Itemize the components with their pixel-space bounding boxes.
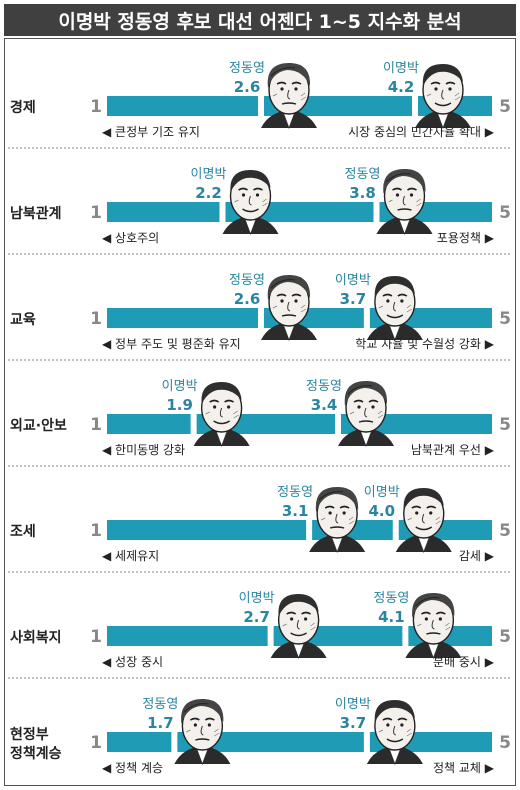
- right-descriptor: 남북관계 우선 ▶: [411, 443, 495, 457]
- candidate-value: 3.7: [340, 290, 367, 308]
- scale-bar-segment: [177, 732, 364, 752]
- scale-max-label: 5: [499, 97, 511, 117]
- chung-face-icon: [338, 380, 394, 448]
- candidate-value: 2.6: [234, 78, 261, 96]
- scale-bar-segment: [107, 520, 307, 540]
- category-label: 현정부: [10, 726, 49, 743]
- candidate-value: 1.7: [147, 714, 174, 732]
- right-descriptor: 시장 중심의 민간자율 확대 ▶: [348, 125, 495, 139]
- right-descriptor: 감세 ▶: [459, 549, 495, 563]
- scale-max-label: 5: [499, 309, 511, 329]
- right-descriptor: 포용정책 ▶: [437, 230, 495, 245]
- candidate-value: 2.2: [195, 184, 222, 202]
- scale-min-label: 1: [90, 415, 102, 435]
- lee-face-icon: [415, 64, 471, 130]
- candidate-name: 이명박: [335, 697, 371, 712]
- category-label: 경제: [10, 99, 36, 116]
- scale-bar-segment: [107, 202, 220, 222]
- candidate-name: 정동영: [229, 273, 265, 288]
- lee-face-icon: [366, 276, 423, 342]
- scale-bar-segment: [107, 626, 268, 646]
- candidate-name: 정동영: [373, 591, 409, 606]
- lee-face-icon: [270, 594, 327, 660]
- scale-bar-segment: [107, 96, 258, 116]
- category-label: 조세: [10, 524, 36, 540]
- chung-face-icon: [405, 592, 462, 660]
- scale-min-label: 1: [90, 97, 102, 117]
- chung-face-icon: [309, 486, 366, 554]
- lee-face-icon: [222, 170, 279, 236]
- scale-min-label: 1: [90, 733, 102, 753]
- candidate-value: 3.7: [340, 714, 367, 732]
- left-descriptor: ◀ 한미동맹 강화: [102, 443, 185, 457]
- scale-max-label: 5: [499, 733, 511, 753]
- candidate-name: 정동영: [142, 697, 178, 712]
- candidate-name: 이명박: [335, 273, 371, 288]
- candidate-value: 3.4: [311, 396, 338, 414]
- left-descriptor: ◀ 정부 주도 및 평준화 유지: [102, 337, 241, 351]
- left-descriptor: ◀ 성장 중시: [102, 655, 163, 669]
- scale-bar-segment: [107, 414, 191, 434]
- category-label: 정책계승: [10, 745, 62, 762]
- scale-max-label: 5: [499, 627, 511, 647]
- category-label: 사회복지: [10, 630, 62, 646]
- scale-max-label: 5: [499, 521, 511, 541]
- agenda-chart: 경제 1 5 정동영 2.6 이명박 4.2 ◀ 큰정부 기조 유지 시장 중심의 민간자율 확…: [4, 38, 516, 786]
- candidate-name: 이명박: [364, 485, 400, 500]
- chart-border: [4, 38, 516, 786]
- category-label: 남북관계: [10, 205, 62, 222]
- lee-face-icon: [193, 382, 250, 448]
- scale-max-label: 5: [499, 415, 511, 435]
- candidate-name: 정동영: [229, 61, 265, 76]
- category-label: 교육: [10, 312, 36, 328]
- chart-title: 이명박 정동영 후보 대선 어젠다 1~5 지수화 분석: [4, 4, 516, 36]
- candidate-value: 3.8: [349, 184, 376, 202]
- candidate-name: 정동영: [277, 485, 313, 500]
- candidate-value: 4.0: [368, 502, 395, 520]
- candidate-value: 4.2: [388, 78, 415, 96]
- left-descriptor: ◀ 정책 계승: [102, 760, 163, 775]
- candidate-name: 이명박: [383, 61, 419, 76]
- right-descriptor: 정책 교체 ▶: [433, 760, 495, 775]
- scale-min-label: 1: [90, 521, 102, 541]
- chung-face-icon: [261, 274, 317, 342]
- scale-bar-segment: [107, 732, 172, 752]
- chung-face-icon: [376, 168, 433, 236]
- scale-min-label: 1: [90, 203, 102, 223]
- scale-min-label: 1: [90, 627, 102, 647]
- left-descriptor: ◀ 세제유지: [102, 549, 159, 563]
- scale-min-label: 1: [90, 309, 102, 329]
- scale-bar-segment: [107, 308, 258, 328]
- candidate-value: 2.6: [234, 290, 261, 308]
- candidate-value: 3.1: [282, 502, 309, 520]
- candidate-name: 정동영: [306, 379, 342, 394]
- candidate-name: 이명박: [162, 379, 198, 394]
- lee-face-icon: [395, 488, 452, 554]
- chung-face-icon: [261, 62, 317, 130]
- right-descriptor: 학교 자율 및 수월성 강화 ▶: [355, 337, 494, 351]
- candidate-name: 이명박: [239, 591, 275, 606]
- candidate-value: 4.1: [378, 608, 405, 626]
- candidate-value: 1.9: [166, 396, 193, 414]
- category-label: 외교·안보: [10, 417, 67, 434]
- left-descriptor: ◀ 큰정부 기조 유지: [102, 125, 200, 139]
- scale-max-label: 5: [499, 203, 511, 223]
- chung-face-icon: [174, 698, 231, 766]
- lee-face-icon: [366, 700, 423, 766]
- left-descriptor: ◀ 상호주의: [102, 231, 159, 245]
- candidate-name: 정동영: [345, 167, 381, 182]
- candidate-name: 이명박: [191, 167, 227, 182]
- right-descriptor: 분배 중시 ▶: [433, 655, 495, 669]
- candidate-value: 2.7: [243, 608, 270, 626]
